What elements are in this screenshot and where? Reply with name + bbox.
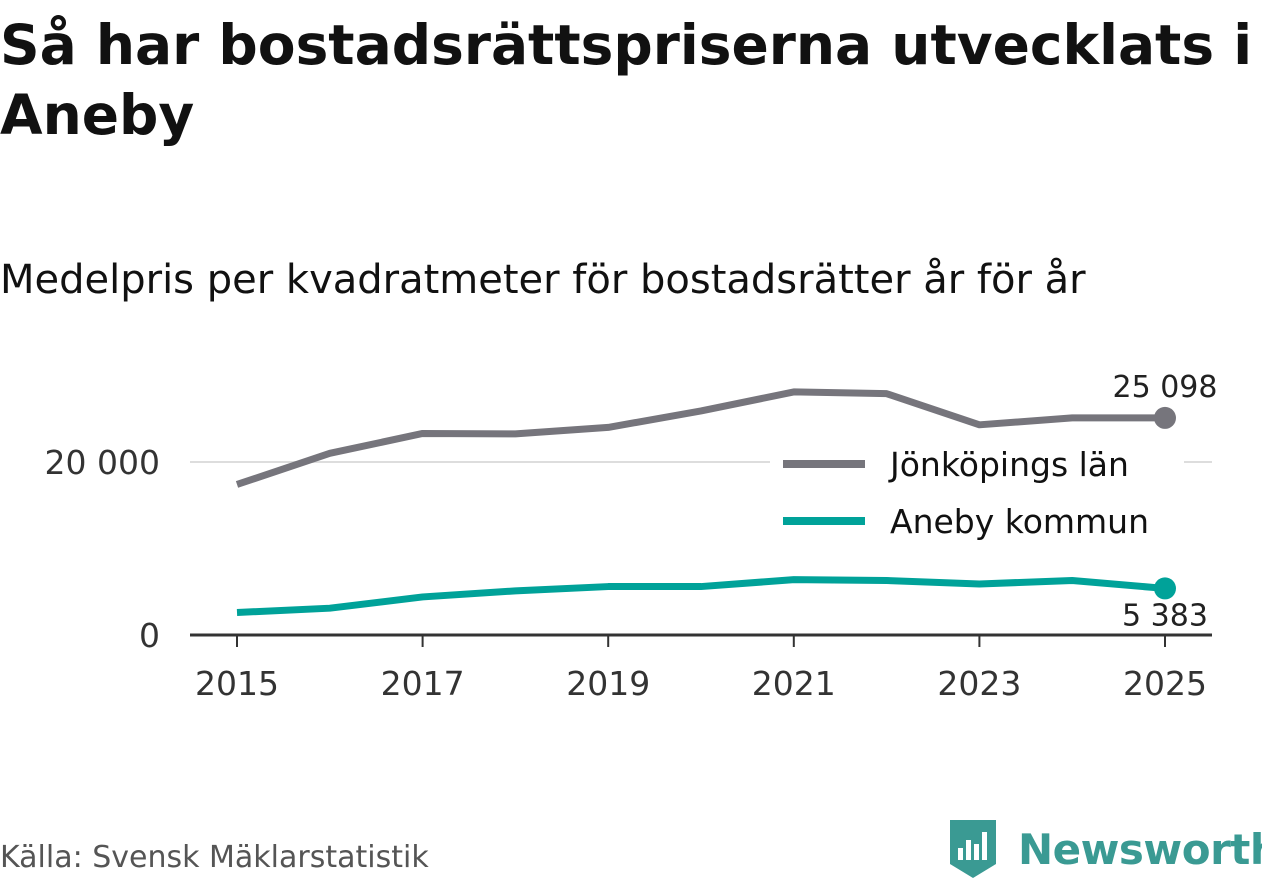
end-marker-aneby-kommun [1154, 577, 1176, 600]
end-markers [1154, 406, 1176, 600]
line-chart: 0 20 000 2015 2017 2019 2021 2023 2025 25 098 5… [45, 370, 1218, 703]
x-tick-label: 2023 [937, 664, 1021, 703]
newsworthy-bar-chart-icon [950, 820, 996, 878]
x-tick-label: 2017 [381, 664, 465, 703]
x-ticks: 2015 2017 2019 2021 2023 2025 [195, 635, 1207, 703]
series-lines [235, 388, 1166, 617]
legend-label: Aneby kommun [890, 502, 1149, 541]
series-line-jonkopings-lan [235, 388, 1166, 488]
x-tick-label: 2025 [1123, 664, 1207, 703]
chart-subtitle: Medelpris per kvadratmeter för bostadsrä… [0, 257, 1086, 303]
series-line-aneby-kommun [236, 576, 1166, 617]
y-tick-labels: 0 20 000 [45, 443, 160, 655]
newsworthy-logo[interactable]: Newsworthy [948, 818, 1262, 880]
x-tick-label: 2019 [566, 664, 650, 703]
y-tick-label: 0 [139, 616, 160, 655]
legend: Jönköpings län Aneby kommun [770, 440, 1184, 552]
brand-name: Newsworthy [1018, 824, 1262, 874]
end-marker-jonkopings-lan [1154, 406, 1176, 429]
source-note: Källa: Svensk Mäklarstatistik [0, 840, 429, 875]
legend-background [770, 440, 1184, 552]
chart-title: Så har bostadsrättspriserna utvecklats i… [0, 13, 1253, 147]
end-labels: 25 098 5 383 [1113, 370, 1218, 634]
end-label-aneby-kommun: 5 383 [1122, 598, 1208, 633]
legend-label: Jönköpings län [888, 445, 1129, 484]
x-tick-label: 2015 [195, 664, 279, 703]
end-label-jonkopings-lan: 25 098 [1113, 370, 1218, 405]
y-tick-label: 20 000 [45, 443, 160, 482]
x-tick-label: 2021 [752, 664, 836, 703]
